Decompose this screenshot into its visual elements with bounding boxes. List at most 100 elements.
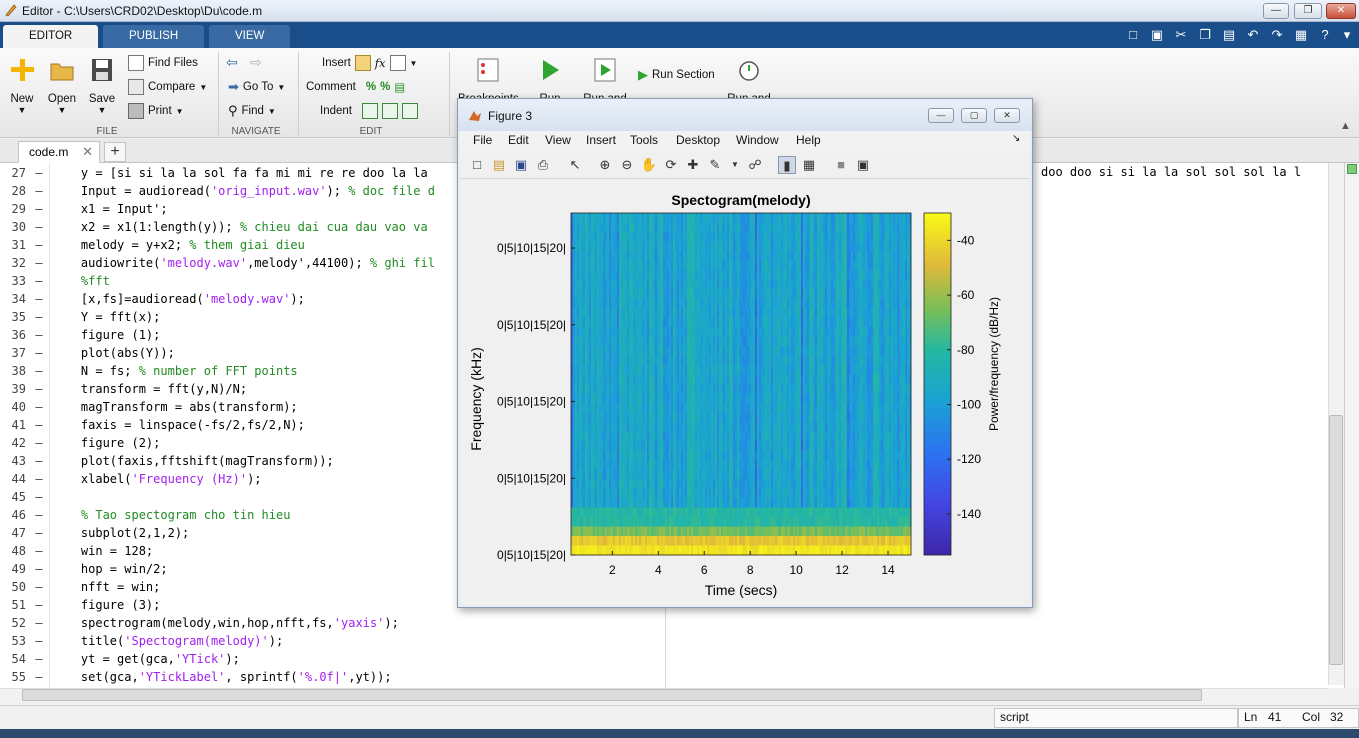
back-arrow-icon[interactable]: ⇦ bbox=[226, 54, 238, 70]
forward-arrow-icon[interactable]: ⇨ bbox=[250, 54, 262, 70]
spectrogram-plot[interactable]: 2 4 6 8 10 12 14 0|5|10|15|20|0|5|10|15|20|0|5… bbox=[460, 180, 1030, 605]
goto-button[interactable]: ➡ Go To ▼ bbox=[228, 79, 286, 94]
decrease-indent-icon[interactable] bbox=[401, 103, 418, 119]
quick-access-new-icon[interactable]: □ bbox=[1129, 27, 1137, 42]
code-line[interactable]: 55– set(gca,'YTickLabel', sprintf('%.0f|… bbox=[0, 668, 1330, 686]
code-line[interactable]: 48– win = 128; bbox=[0, 542, 1330, 560]
code-line[interactable]: 41– faxis = linspace(-fs/2,fs/2,N); bbox=[0, 416, 1330, 434]
save-button[interactable]: Save ▼ bbox=[86, 56, 118, 115]
close-button[interactable]: ✕ bbox=[1326, 3, 1356, 19]
code-line[interactable]: 45– bbox=[0, 488, 1330, 506]
code-line[interactable]: 34– [x,fs]=audioread('melody.wav'); bbox=[0, 290, 1330, 308]
undo-icon[interactable]: ↶ bbox=[1247, 27, 1259, 42]
code-line[interactable]: 46– % Tao spectogram cho tin hieu bbox=[0, 506, 1330, 524]
dock-arrow-icon[interactable]: ↘ bbox=[1012, 133, 1021, 144]
new-button[interactable]: New ▼ bbox=[6, 56, 38, 115]
code-line[interactable]: 33– %fft bbox=[0, 272, 1330, 290]
switch-windows-icon[interactable]: ▦ bbox=[1294, 27, 1308, 42]
run-section-button[interactable]: ▶ Run Section bbox=[638, 67, 715, 82]
minimize-button[interactable]: — bbox=[1263, 3, 1289, 19]
figure-minimize-button[interactable]: — bbox=[928, 108, 954, 123]
figure-menu-window[interactable]: Window bbox=[736, 133, 779, 147]
comment-button[interactable]: Comment % % ▤ bbox=[306, 81, 406, 94]
data-cursor-icon[interactable]: ✚ bbox=[687, 157, 699, 172]
find-button[interactable]: ⚲ Find ▼ bbox=[228, 103, 276, 118]
doc-tab-code-m[interactable]: code.m ✕ bbox=[18, 141, 100, 163]
vertical-scroll-thumb[interactable] bbox=[1329, 415, 1343, 665]
quick-access-save-icon[interactable]: ▣ bbox=[1150, 27, 1164, 42]
code-line[interactable]: 53– title('Spectogram(melody)'); bbox=[0, 632, 1330, 650]
figure-canvas[interactable]: 2 4 6 8 10 12 14 0|5|10|15|20| 0|5|10|15|20| 0|5… bbox=[460, 180, 1030, 605]
print-figure-icon[interactable]: ⎙ bbox=[537, 157, 549, 172]
code-analyzer-status-icon[interactable] bbox=[1347, 164, 1357, 174]
zoom-in-icon[interactable]: ⊕ bbox=[599, 157, 611, 172]
insert-button[interactable]: Insert fx ▼ bbox=[322, 55, 418, 71]
smart-indent-icon[interactable] bbox=[361, 103, 378, 119]
code-line[interactable]: 52– spectrogram(melody,win,hop,nfft,fs,'… bbox=[0, 614, 1330, 632]
code-line[interactable]: 47– subplot(2,1,2); bbox=[0, 524, 1330, 542]
tab-publish[interactable]: PUBLISH bbox=[103, 25, 205, 48]
function-hint-icon[interactable] bbox=[389, 55, 406, 71]
hide-plot-tools-icon[interactable]: ■ bbox=[837, 157, 845, 172]
figure-menu-insert[interactable]: Insert bbox=[586, 133, 617, 147]
cut-icon[interactable]: ✂ bbox=[1175, 27, 1187, 42]
code-line[interactable]: 32– audiowrite('melody.wav',melody',4410… bbox=[0, 254, 1330, 272]
pan-hand-icon[interactable]: ✋ bbox=[640, 157, 658, 172]
code-line[interactable]: 38– N = fs; % number of FFT points bbox=[0, 362, 1330, 380]
paste-icon[interactable]: ▤ bbox=[1222, 27, 1236, 42]
insert-legend-icon[interactable]: ▦ bbox=[802, 157, 816, 172]
code-line[interactable]: 50– nfft = win; bbox=[0, 578, 1330, 596]
code-line[interactable]: 39– transform = fft(y,N)/N; bbox=[0, 380, 1330, 398]
figure-menu-desktop[interactable]: Desktop bbox=[676, 133, 721, 147]
figure-menu-file[interactable]: File bbox=[473, 133, 493, 147]
redo-icon[interactable]: ↷ bbox=[1271, 27, 1283, 42]
restore-button[interactable]: ❐ bbox=[1294, 3, 1322, 19]
close-tab-icon[interactable]: ✕ bbox=[82, 144, 93, 159]
print-button[interactable]: Print ▼ bbox=[128, 102, 184, 120]
figure-window[interactable]: Figure 3 — ▢ ✕ File Edit View Insert Too… bbox=[457, 98, 1033, 608]
new-figure-icon[interactable]: □ bbox=[473, 157, 481, 172]
insert-colorbar-icon[interactable]: ▮ bbox=[778, 156, 796, 174]
code-line[interactable]: 35– Y = fft(x); bbox=[0, 308, 1330, 326]
tab-editor[interactable]: EDITOR bbox=[3, 25, 99, 48]
indent-button[interactable]: Indent bbox=[320, 102, 418, 120]
code-line[interactable]: 27– y = [si si la la sol fa fa mi mi re … bbox=[0, 164, 1330, 182]
rotate-3d-icon[interactable]: ⟳ bbox=[665, 157, 677, 172]
expand-icon[interactable]: ▾ bbox=[1343, 27, 1351, 42]
code-line[interactable]: 49– hop = win/2; bbox=[0, 560, 1330, 578]
figure-menu-view[interactable]: View bbox=[545, 133, 571, 147]
tab-view[interactable]: VIEW bbox=[209, 25, 291, 48]
show-plot-tools-icon[interactable]: ▣ bbox=[856, 157, 870, 172]
figure-close-button[interactable]: ✕ bbox=[994, 108, 1020, 123]
copy-icon[interactable]: ❐ bbox=[1199, 27, 1211, 42]
code-line[interactable]: 30– x2 = x1(1:length(y)); % chieu dai cu… bbox=[0, 218, 1330, 236]
zoom-out-icon[interactable]: ⊖ bbox=[621, 157, 633, 172]
increase-indent-icon[interactable] bbox=[381, 103, 398, 119]
code-line[interactable]: 28– Input = audioread('orig_input.wav');… bbox=[0, 182, 1330, 200]
code-line[interactable]: 51– figure (3); bbox=[0, 596, 1330, 614]
code-line[interactable]: 42– figure (2); bbox=[0, 434, 1330, 452]
compare-button[interactable]: Compare ▼ bbox=[128, 78, 207, 96]
edit-plot-arrow-icon[interactable]: ↖ bbox=[569, 157, 581, 172]
code-line[interactable]: 29– x1 = Input'; bbox=[0, 200, 1330, 218]
figure-menu-tools[interactable]: Tools bbox=[630, 133, 659, 147]
code-line[interactable]: 40– magTransform = abs(transform); bbox=[0, 398, 1330, 416]
save-figure-icon[interactable]: ▣ bbox=[514, 157, 528, 172]
figure-menu-edit[interactable]: Edit bbox=[508, 133, 529, 147]
code-line[interactable]: 37– plot(abs(Y)); bbox=[0, 344, 1330, 362]
fx-icon[interactable]: fx bbox=[374, 56, 386, 70]
code-line[interactable]: 54– yt = get(gca,'YTick'); bbox=[0, 650, 1330, 668]
add-tab-button[interactable]: + bbox=[104, 142, 126, 162]
brush-icon[interactable]: ✎ bbox=[709, 157, 721, 172]
uncomment-icon[interactable]: % bbox=[380, 81, 391, 93]
horizontal-scroll-thumb[interactable] bbox=[22, 689, 1202, 701]
open-button[interactable]: Open ▼ bbox=[46, 56, 78, 115]
figure-menu-help[interactable]: Help bbox=[796, 133, 821, 147]
help-icon[interactable]: ? bbox=[1321, 27, 1329, 42]
find-files-button[interactable]: Find Files bbox=[128, 54, 198, 72]
figure-maximize-button[interactable]: ▢ bbox=[961, 108, 987, 123]
code-line[interactable]: 44– xlabel('Frequency (Hz)'); bbox=[0, 470, 1330, 488]
brush-dropdown-icon[interactable]: ▼ bbox=[731, 160, 739, 169]
link-plot-icon[interactable]: ☍ bbox=[748, 157, 762, 172]
code-line[interactable]: 43– plot(faxis,fftshift(magTransform)); bbox=[0, 452, 1330, 470]
